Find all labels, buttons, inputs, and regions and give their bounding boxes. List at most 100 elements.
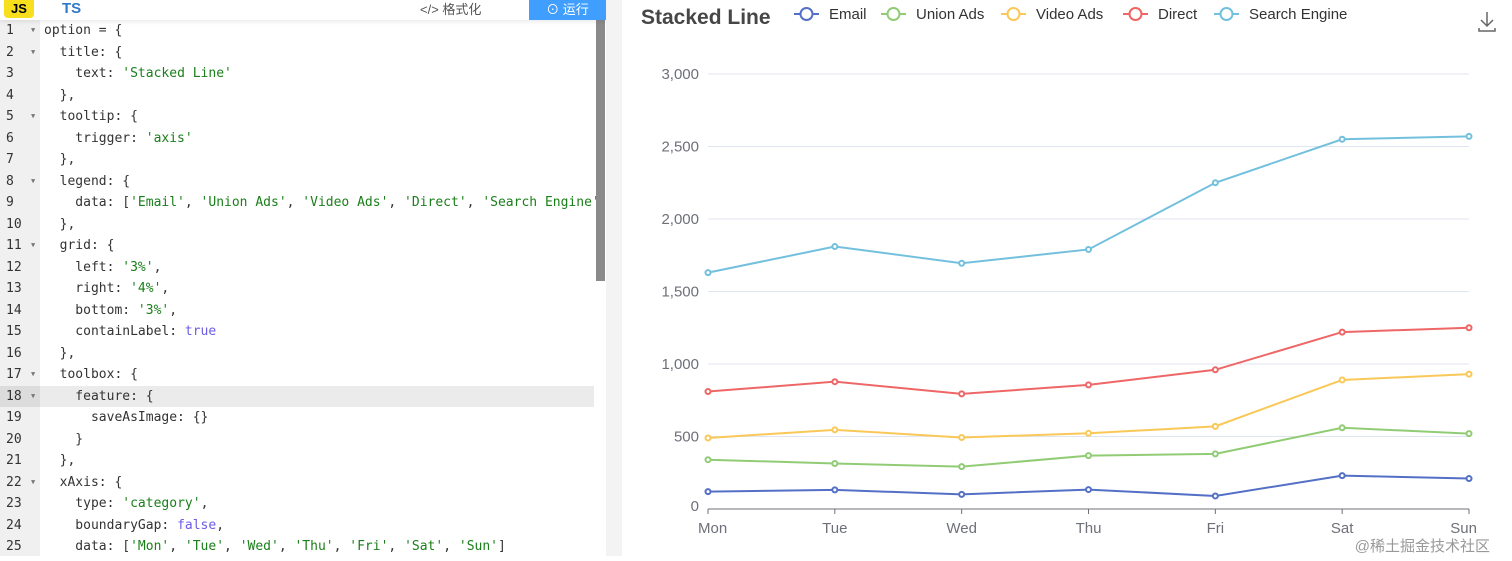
code-text: type: 'category', bbox=[44, 493, 208, 514]
fold-toggle-icon[interactable]: ▼ bbox=[31, 47, 36, 56]
line-number: 2 bbox=[6, 44, 14, 60]
fold-toggle-icon[interactable]: ▼ bbox=[31, 477, 36, 486]
code-text: data: ['Mon', 'Tue', 'Wed', 'Thu', 'Fri'… bbox=[44, 536, 506, 556]
line-number: 19 bbox=[6, 410, 22, 425]
code-token: type: bbox=[44, 496, 123, 511]
line-number: 3 bbox=[6, 66, 14, 81]
code-text: text: 'Stacked Line' bbox=[44, 63, 232, 84]
code-token: '3%' bbox=[137, 302, 170, 318]
data-point bbox=[1085, 381, 1092, 389]
code-line[interactable]: 19 saveAsImage: {} bbox=[0, 407, 594, 428]
fold-toggle-icon[interactable]: ▼ bbox=[31, 112, 36, 120]
code-token: data: [ bbox=[44, 195, 131, 210]
chart-title: Stacked Line bbox=[641, 6, 771, 29]
legend-icon bbox=[1128, 7, 1143, 21]
code-text: }, bbox=[44, 343, 76, 364]
code-editor[interactable]: JS TS </> 格式化 ⊙ 运行 1 ▼ option = {2 ▼ title:… bbox=[0, 0, 606, 556]
code-text: option = { bbox=[44, 20, 122, 41]
legend-item[interactable]: Email bbox=[829, 6, 867, 23]
legend-item[interactable]: Direct bbox=[1158, 6, 1198, 23]
run-button[interactable]: ⊙ 运行 bbox=[529, 0, 606, 20]
code-line[interactable]: 14 bottom: '3%', bbox=[0, 300, 594, 321]
chart-panel: 0 500 1,000 1,500 2,000 2,500 3,000 Mon Tue Wed Th… bbox=[622, 0, 1512, 556]
code-line[interactable]: 7 }, bbox=[0, 149, 594, 170]
y-tick-label: 1,500 bbox=[661, 284, 699, 301]
code-token: 'Fri' bbox=[349, 539, 389, 554]
code-token: }, bbox=[44, 152, 76, 167]
line-number: 8 bbox=[6, 173, 14, 189]
code-line[interactable]: 12 left: '3%', bbox=[0, 257, 594, 278]
code-token: bottom: bbox=[44, 302, 138, 318]
fold-toggle-icon[interactable]: ▼ bbox=[31, 370, 36, 378]
y-tick-label: 500 bbox=[674, 429, 699, 446]
y-tick-label: 1,000 bbox=[661, 356, 699, 373]
code-token: 'Sat' bbox=[404, 539, 444, 554]
line-number: 10 bbox=[6, 216, 22, 232]
code-line[interactable]: 8 ▼ legend: { bbox=[0, 171, 594, 192]
x-tick-label: Fri bbox=[1207, 520, 1225, 537]
format-button[interactable]: </> 格式化 bbox=[420, 2, 482, 17]
line-number: 18 bbox=[0, 385, 40, 407]
legend-icon bbox=[886, 7, 901, 21]
code-line[interactable]: 6 trigger: 'axis' bbox=[0, 128, 594, 149]
line-number: 11 bbox=[6, 238, 22, 253]
code-line[interactable]: 24 boundaryGap: false, bbox=[0, 515, 594, 536]
y-tick-label: 0 bbox=[691, 498, 699, 515]
panel-divider[interactable] bbox=[606, 0, 622, 556]
editor-scrollbar[interactable] bbox=[596, 20, 605, 281]
code-token: , bbox=[388, 539, 405, 554]
code-line[interactable]: 10 }, bbox=[0, 214, 594, 235]
fold-toggle-icon[interactable]: ▼ bbox=[31, 391, 36, 400]
fold-toggle-icon[interactable]: ▼ bbox=[31, 241, 36, 249]
line-number: 21 bbox=[6, 453, 22, 468]
line-number: 15 bbox=[6, 324, 22, 339]
code-line[interactable]: 5 ▼ tooltip: { bbox=[0, 106, 594, 127]
code-token: 'Sun' bbox=[458, 539, 499, 554]
x-tick-label: Tue bbox=[822, 520, 847, 537]
code-line[interactable]: 25 data: ['Mon', 'Tue', 'Wed', 'Thu', 'F… bbox=[0, 536, 594, 556]
code-token: , bbox=[224, 539, 240, 554]
code-token: legend: { bbox=[44, 173, 131, 189]
data-point bbox=[1085, 429, 1092, 437]
code-line[interactable]: 3 text: 'Stacked Line' bbox=[0, 63, 594, 84]
data-point bbox=[1085, 452, 1092, 460]
code-text: boundaryGap: false, bbox=[44, 515, 224, 536]
legend-item[interactable]: Union Ads bbox=[916, 6, 984, 23]
code-token: left: bbox=[44, 259, 123, 275]
code-token: option = { bbox=[44, 23, 123, 38]
code-line[interactable]: 1 ▼ option = { bbox=[0, 20, 594, 41]
data-point bbox=[958, 390, 966, 398]
code-line[interactable]: 11 ▼ grid: { bbox=[0, 235, 594, 256]
download-icon[interactable] bbox=[1478, 12, 1496, 32]
fold-toggle-icon[interactable]: ▼ bbox=[31, 26, 36, 34]
code-line[interactable]: 15 containLabel: true bbox=[0, 321, 594, 342]
data-point bbox=[831, 459, 839, 467]
tab-ts[interactable]: TS bbox=[62, 0, 82, 17]
tab-js[interactable]: JS bbox=[4, 0, 34, 18]
data-point bbox=[1338, 472, 1346, 480]
line-number: 12 bbox=[6, 259, 22, 275]
legend-item[interactable]: Video Ads bbox=[1036, 6, 1103, 23]
code-line[interactable]: 21 }, bbox=[0, 450, 594, 471]
code-line[interactable]: 22 ▼ xAxis: { bbox=[0, 472, 594, 493]
code-line[interactable]: 2 ▼ title: { bbox=[0, 42, 594, 63]
line-number: 25 bbox=[6, 539, 22, 554]
fold-toggle-icon[interactable]: ▼ bbox=[31, 176, 36, 185]
legend-icon bbox=[1006, 7, 1021, 21]
code-line[interactable]: 20 } bbox=[0, 429, 594, 450]
legend-item[interactable]: Search Engine bbox=[1249, 6, 1347, 23]
line-number: 14 bbox=[6, 302, 22, 318]
code-token: } bbox=[44, 431, 84, 447]
code-line[interactable]: 17 ▼ toolbox: { bbox=[0, 364, 594, 385]
data-point bbox=[1465, 324, 1473, 332]
code-line[interactable]: 18 ▼ feature: { bbox=[0, 385, 594, 407]
code-line[interactable]: 16 }, bbox=[0, 343, 594, 364]
data-point bbox=[1085, 245, 1092, 253]
code-token: 'Union Ads' bbox=[200, 195, 287, 210]
code-line[interactable]: 4 }, bbox=[0, 85, 594, 106]
code-token: 'Mon' bbox=[130, 539, 170, 554]
code-line[interactable]: 23 type: 'category', bbox=[0, 493, 594, 514]
code-line[interactable]: 13 right: '4%', bbox=[0, 278, 594, 299]
data-point bbox=[958, 434, 966, 442]
code-line[interactable]: 9 data: ['Email', 'Union Ads', 'Video Ad… bbox=[0, 192, 600, 213]
